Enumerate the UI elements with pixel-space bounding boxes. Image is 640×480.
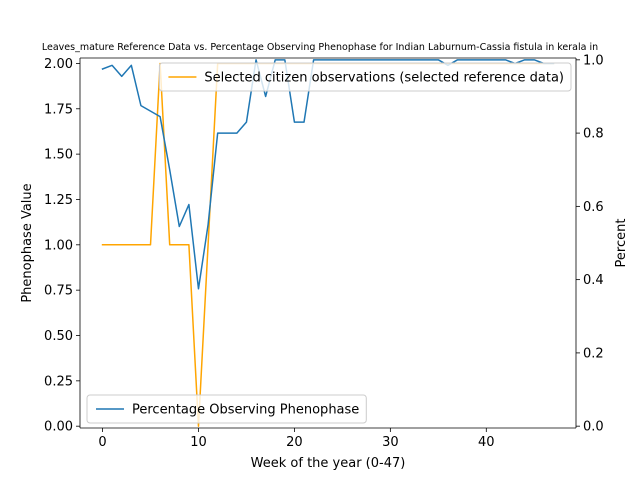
right-y-tick-label: 0.0 [583, 420, 604, 435]
legend-citizen-observations: Selected citizen observations (selected … [158, 62, 572, 92]
right-y-tick-label: 0.8 [583, 127, 604, 142]
left-y-tick-label: 0.75 [44, 284, 73, 299]
legend-box [86, 394, 367, 424]
left-y-tick-label: 1.75 [44, 102, 73, 117]
chart-title: Leaves_mature Reference Data vs. Percent… [42, 42, 598, 53]
x-tick-label: 40 [478, 435, 495, 450]
left-y-tick-label: 1.50 [44, 148, 73, 163]
x-tick-label: 20 [286, 435, 303, 450]
left-y-axis-ticks: 0.00 0.25 0.50 0.75 1.00 1.25 1.50 1.75 2.00 [44, 57, 80, 435]
left-y-tick-label: 1.25 [44, 193, 73, 208]
left-y-tick-label: 1.00 [44, 238, 73, 253]
left-y-tick-label: 0.25 [44, 374, 73, 389]
legend-box [158, 62, 572, 92]
x-tick-label: 10 [190, 435, 207, 450]
left-y-axis-label: Phenophase Value [20, 183, 35, 302]
left-y-tick-label: 0.50 [44, 329, 73, 344]
plot-frame [79, 57, 577, 429]
right-y-tick-label: 0.6 [583, 200, 604, 215]
right-y-tick-label: 0.4 [583, 273, 604, 288]
right-y-axis-ticks: 0.0 0.2 0.4 0.6 0.8 1.0 [576, 53, 604, 435]
x-tick-label: 0 [98, 435, 106, 450]
left-y-tick-label: 2.00 [44, 57, 73, 72]
right-y-axis-label: Percent [614, 219, 629, 268]
x-tick-label: 30 [382, 435, 399, 450]
left-y-tick-label: 0.00 [44, 420, 73, 435]
legend-label: Selected citizen observations (selected … [204, 71, 564, 86]
x-axis-ticks: 0 10 20 30 40 [98, 428, 495, 450]
percentage-observing-line [101, 59, 555, 290]
legend-label: Percentage Observing Phenophase [132, 403, 359, 418]
legend-percentage-observing: Percentage Observing Phenophase [86, 394, 367, 424]
right-y-tick-label: 1.0 [583, 53, 604, 68]
x-axis-label: Week of the year (0-47) [251, 456, 406, 471]
right-y-tick-label: 0.2 [583, 346, 604, 361]
